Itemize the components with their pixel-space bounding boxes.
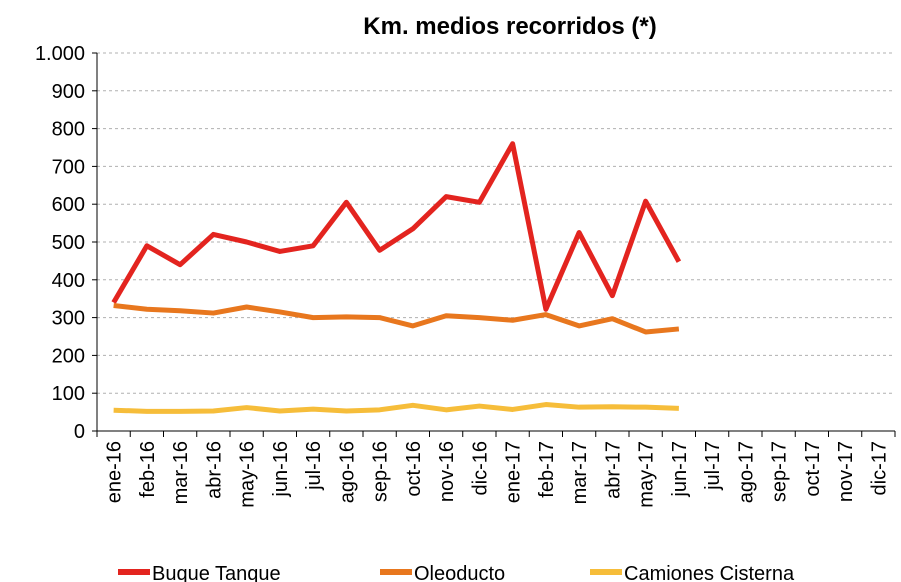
x-tick-label: jul-16 (303, 441, 325, 491)
x-tick-label: ene-17 (503, 441, 525, 503)
y-tick-label: 700 (52, 156, 85, 178)
x-tick-label: oct-16 (403, 441, 425, 497)
x-tick-label: abr-17 (602, 441, 624, 499)
x-tick-label: sep-16 (370, 441, 392, 502)
x-tick-label: sep-17 (769, 441, 791, 502)
y-tick-label: 900 (52, 81, 85, 103)
y-tick-label: 400 (52, 270, 85, 292)
x-tick-label: may-17 (636, 441, 658, 508)
y-tick-label: 600 (52, 194, 85, 216)
x-tick-label: dic-16 (469, 441, 491, 495)
x-tick-label: feb-17 (536, 441, 558, 498)
x-tick-label: dic-17 (868, 441, 890, 495)
y-tick-label: 800 (52, 119, 85, 141)
legend-label: Camiones Cisterna (624, 563, 795, 582)
x-tick-label: ago-16 (336, 441, 358, 503)
y-tick-label: 200 (52, 345, 85, 367)
x-tick-label: mar-16 (170, 441, 192, 504)
series-line (113, 402, 679, 414)
y-tick-label: 100 (52, 383, 85, 405)
chart-title: Km. medios recorridos (*) (363, 13, 656, 40)
x-tick-label: nov-17 (835, 441, 857, 502)
x-tick-label: may-16 (237, 441, 259, 508)
y-tick-label: 0 (74, 421, 85, 443)
y-tick-label: 1.000 (35, 43, 85, 65)
legend-label: Oleoducto (414, 563, 505, 582)
x-tick-label: feb-16 (137, 441, 159, 498)
x-tick-label: ene-16 (104, 441, 126, 503)
series-line (113, 303, 680, 335)
x-tick-label: ago-17 (735, 441, 757, 503)
series-line (111, 141, 682, 312)
x-tick-label: jun-16 (270, 441, 292, 498)
legend-label: Buque Tanque (152, 563, 281, 582)
x-tick-label: nov-16 (436, 441, 458, 502)
x-tick-label: abr-16 (203, 441, 225, 499)
x-tick-label: jun-17 (669, 441, 691, 498)
y-tick-label: 500 (52, 232, 85, 254)
y-tick-label: 300 (52, 308, 85, 330)
x-tick-label: mar-17 (569, 441, 591, 504)
x-tick-label: jul-17 (702, 441, 724, 491)
x-tick-label: oct-17 (802, 441, 824, 497)
